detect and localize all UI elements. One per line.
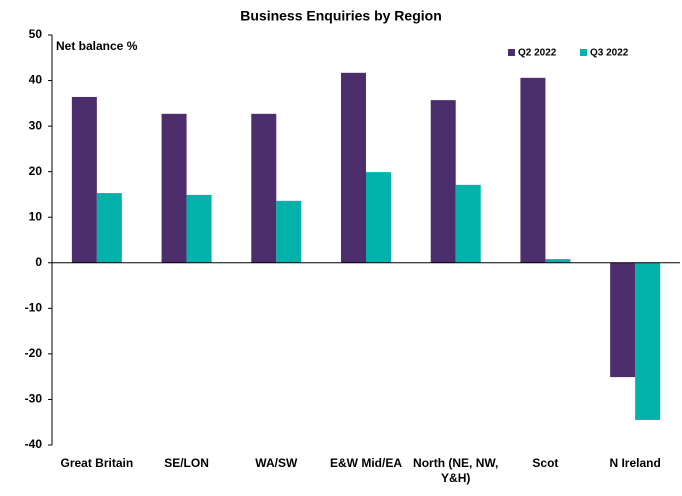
bar <box>455 184 481 263</box>
bar <box>71 96 97 263</box>
y-tick-label: 30 <box>29 118 43 132</box>
bar <box>341 72 366 263</box>
y-axis-label: Net balance % <box>56 39 138 53</box>
chart-title: Business Enquiries by Region <box>240 8 442 24</box>
x-tick-label: Great Britain <box>60 456 134 470</box>
y-tick-label: -10 <box>25 301 43 315</box>
bar <box>251 113 277 263</box>
x-tick-label: Scot <box>532 456 559 470</box>
x-tick-label: SE/LON <box>164 456 209 470</box>
legend-swatch <box>580 49 587 56</box>
bar <box>276 200 302 263</box>
y-tick-label: 40 <box>29 73 43 87</box>
bar <box>161 113 187 263</box>
x-tick-label: WA/SW <box>255 456 298 470</box>
bar <box>186 194 212 263</box>
y-tick-label: -40 <box>25 437 43 451</box>
bar <box>545 259 571 263</box>
bar <box>520 77 546 263</box>
y-tick-label: -30 <box>25 392 43 406</box>
bar <box>635 262 661 420</box>
legend-label: Q3 2022 <box>590 48 629 59</box>
legend-swatch <box>508 49 515 56</box>
bar <box>610 262 636 378</box>
y-tick-label: 20 <box>29 164 43 178</box>
bar <box>366 172 391 263</box>
y-tick-label: 50 <box>29 27 43 41</box>
bar <box>96 193 122 263</box>
x-tick-label: N Ireland <box>609 456 661 470</box>
legend-label: Q2 2022 <box>518 48 557 59</box>
y-tick-label: 10 <box>29 209 43 223</box>
bar <box>430 100 456 263</box>
x-tick-label: North (NE, NW, Y&H) <box>413 456 499 485</box>
y-tick-label: 0 <box>35 255 42 269</box>
y-tick-label: -20 <box>25 346 43 360</box>
x-tick-label: E&W Mid/EA <box>330 456 402 470</box>
